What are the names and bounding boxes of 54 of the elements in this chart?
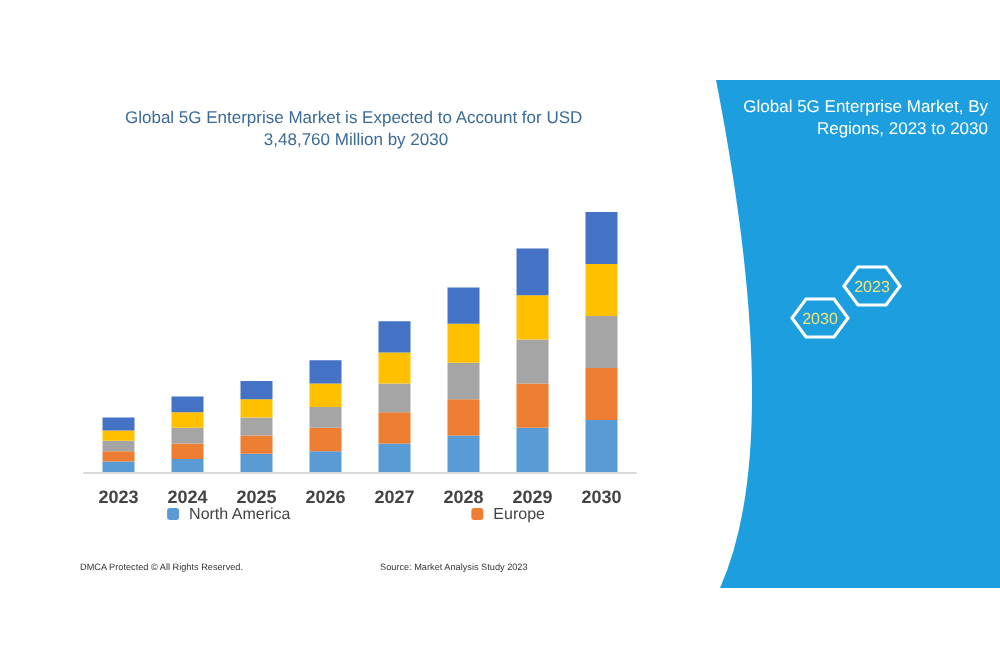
bar: [102, 440, 135, 452]
text: 2030: [802, 310, 839, 328]
bar: [240, 435, 273, 454]
bar: [585, 420, 618, 472]
bar: [516, 295, 549, 340]
x-tick-label: 2023: [98, 487, 139, 507]
text: Global 5G Enterprise Market, By Regions, 2023 to 2030: [741, 96, 988, 140]
bar: [240, 399, 273, 418]
bar: [309, 427, 342, 452]
bar: [378, 412, 411, 444]
bar: [516, 248, 549, 296]
bar: [378, 321, 411, 353]
bar: [171, 459, 204, 472]
bar: [171, 443, 204, 459]
bar: [447, 323, 480, 363]
bar: [447, 435, 480, 472]
x-tick-label: 2030: [581, 487, 622, 507]
bar: [516, 383, 549, 428]
bar: [516, 427, 549, 472]
bar: [102, 430, 135, 441]
bar: [309, 383, 342, 407]
bar: [516, 339, 549, 384]
bar: [378, 443, 411, 472]
bar: [309, 451, 342, 472]
bar: [447, 399, 480, 436]
x-tick-label: 2029: [512, 487, 553, 507]
bar: [378, 383, 411, 413]
x-tick-label: 2025: [236, 487, 277, 507]
text: 2023: [854, 278, 891, 296]
bar: [585, 212, 618, 264]
x-tick-label: 2026: [305, 487, 346, 507]
bar: [240, 453, 273, 472]
bar: [171, 396, 204, 413]
bar: [447, 287, 480, 324]
x-tick-label: 2028: [443, 487, 484, 507]
bar: [309, 360, 342, 384]
bar: [171, 412, 204, 428]
bar: [585, 316, 618, 368]
bar: [240, 417, 273, 436]
x-tick-label: 2027: [374, 487, 415, 507]
x-tick-label: 2024: [167, 487, 208, 507]
chart-title: Global 5G Enterprise Market is Expected to Account for USD 3,48,760 Million by 2030: [124, 107, 588, 149]
bar: [378, 352, 411, 384]
legend-label: North America: [189, 505, 292, 523]
bar: [309, 407, 342, 428]
bar: [102, 461, 135, 472]
bar: [102, 417, 135, 431]
bar: [585, 264, 618, 316]
bar: [447, 362, 480, 400]
legend-label: Europe: [493, 505, 547, 523]
bar: [102, 451, 135, 462]
bar: [585, 368, 618, 420]
bar: [171, 427, 204, 444]
bar: [240, 381, 273, 400]
